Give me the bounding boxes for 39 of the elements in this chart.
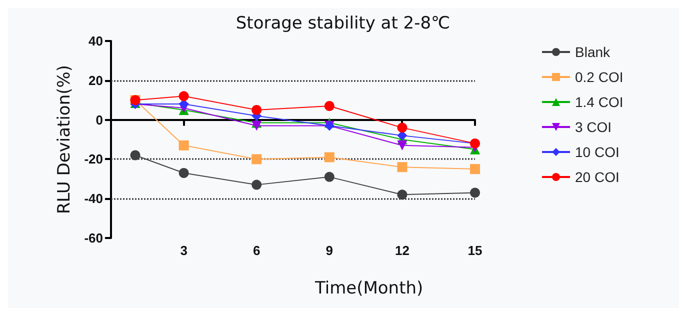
y-tick-label: -20	[84, 152, 103, 167]
point	[397, 190, 408, 200]
point	[324, 172, 334, 182]
y-tick-label: -60	[84, 230, 103, 246]
y-tick-label: -40	[84, 191, 103, 206]
point	[178, 99, 189, 110]
y-tick-label: 40	[88, 34, 103, 48]
legend-label: Blank	[575, 44, 612, 60]
point	[178, 140, 189, 150]
point	[470, 164, 480, 174]
point	[397, 140, 408, 150]
x-tick-label: 6	[252, 243, 260, 258]
legend-label: 10 COI	[575, 144, 620, 160]
x-tick-label: 15	[468, 243, 482, 258]
point	[252, 120, 262, 131]
legend-label: 0.2 COI	[575, 69, 624, 85]
point	[252, 104, 262, 115]
x-tick-label: 9	[326, 243, 334, 258]
point	[397, 130, 408, 141]
legend-label: 3 COI	[575, 119, 612, 135]
point	[130, 150, 140, 160]
legend-label: 20 COI	[575, 169, 620, 185]
point	[252, 154, 262, 164]
point	[324, 152, 334, 162]
x-axis-title: Time(Month)	[314, 278, 424, 298]
x-tick-label: 12	[394, 243, 410, 258]
chart-title: Storage stability at 2-8℃	[236, 14, 450, 34]
point	[252, 180, 262, 190]
y-axis-title: RLU Deviation(%)	[54, 64, 74, 214]
point	[178, 91, 189, 102]
legend-label: 1.4 COI	[575, 94, 624, 110]
point	[397, 162, 408, 172]
point	[324, 101, 334, 112]
point	[178, 168, 189, 178]
point	[397, 122, 408, 133]
x-tick-label: 3	[180, 243, 188, 258]
y-tick-label: 20	[88, 72, 103, 88]
y-tick-label: 0	[96, 112, 103, 128]
point	[470, 188, 480, 198]
